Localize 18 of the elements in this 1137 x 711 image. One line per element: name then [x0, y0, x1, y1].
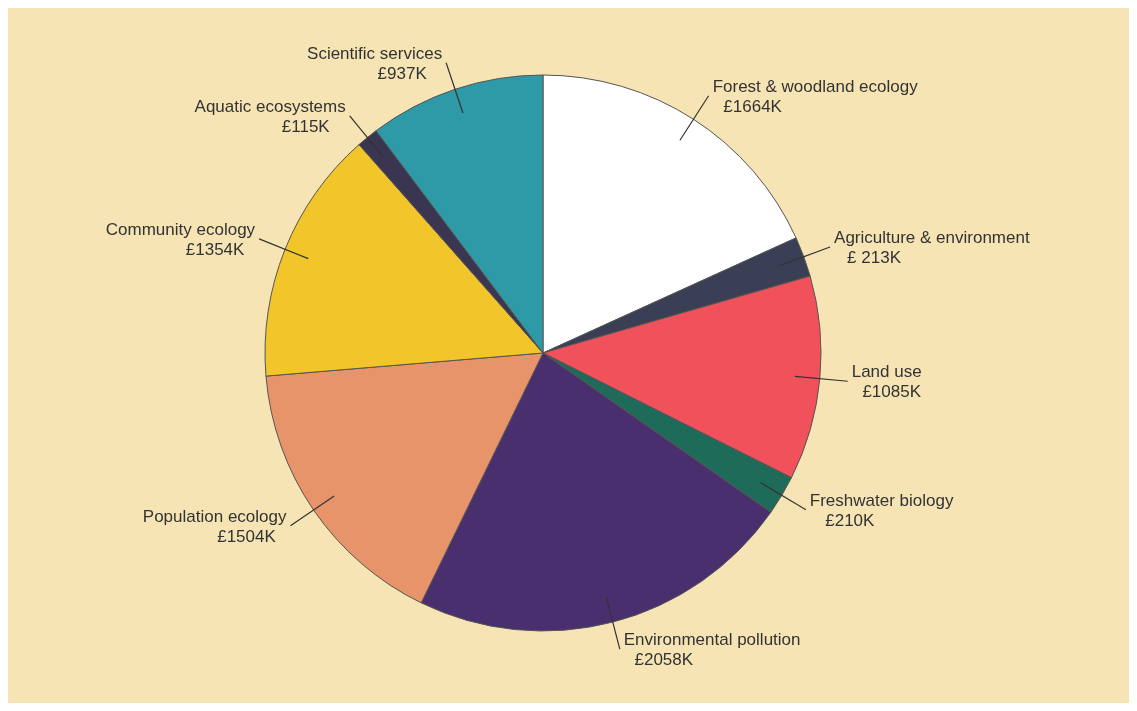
data-label: £1085K [862, 382, 922, 402]
slice-label: Forest & woodland ecology [712, 76, 919, 96]
slice-label: Aquatic ecosystems [194, 96, 346, 116]
data-label: £1664K [723, 96, 783, 116]
slice-label: Agriculture & environment [834, 228, 1030, 248]
slice-label: Scientific services [307, 43, 443, 63]
data-label: £1504K [217, 526, 277, 546]
data-label: £115K [281, 116, 331, 136]
data-label: £ 213K [847, 248, 902, 268]
data-label: £210K [825, 510, 876, 530]
slice-label: Population ecology [142, 506, 287, 526]
slice-label: Freshwater biology [809, 490, 954, 510]
slice-label: Community ecology [105, 219, 256, 239]
data-label: £937K [377, 63, 428, 83]
slice-label: Environmental pollution [623, 630, 801, 650]
data-label: £1354K [185, 239, 246, 259]
slice-label: Land use [851, 362, 922, 382]
data-label: £2058K [634, 650, 694, 670]
